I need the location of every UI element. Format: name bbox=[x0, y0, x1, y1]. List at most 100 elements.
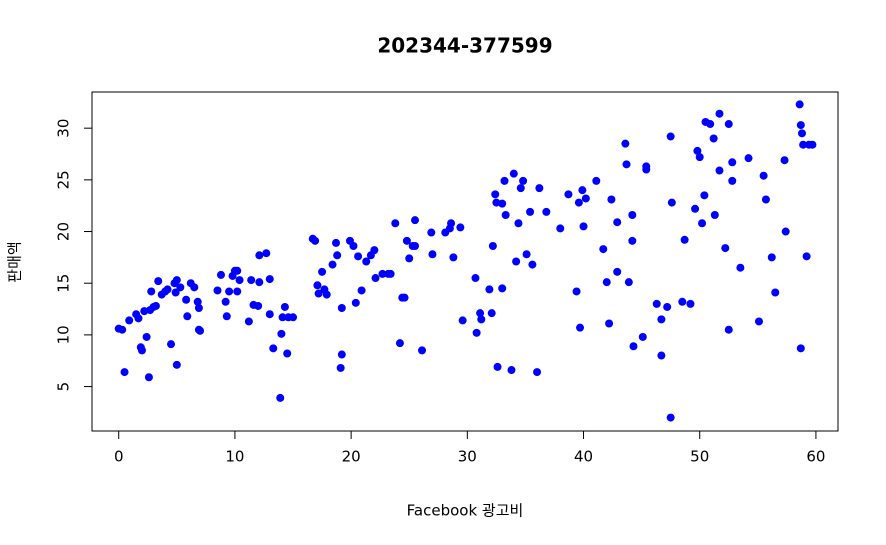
x-tick-label: 30 bbox=[458, 448, 477, 466]
point bbox=[509, 169, 518, 178]
x-tick-label: 20 bbox=[342, 448, 361, 466]
point bbox=[357, 286, 366, 295]
point bbox=[283, 349, 292, 358]
point bbox=[500, 176, 509, 185]
x-tick-label: 40 bbox=[574, 448, 593, 466]
point bbox=[163, 285, 172, 294]
point bbox=[761, 195, 770, 204]
point bbox=[715, 166, 724, 175]
point bbox=[797, 129, 806, 138]
point bbox=[411, 216, 420, 225]
point bbox=[796, 121, 805, 130]
point bbox=[501, 210, 510, 219]
point bbox=[581, 194, 590, 203]
x-tick-label: 0 bbox=[114, 448, 124, 466]
point bbox=[362, 257, 371, 266]
point bbox=[277, 329, 286, 338]
point bbox=[458, 316, 467, 325]
x-axis-label: Facebook 광고비 bbox=[407, 502, 524, 520]
point bbox=[799, 140, 808, 149]
point bbox=[142, 332, 151, 341]
point bbox=[427, 228, 436, 237]
point bbox=[337, 304, 346, 313]
point bbox=[391, 219, 400, 228]
point bbox=[337, 350, 346, 359]
point bbox=[244, 317, 253, 326]
point bbox=[498, 284, 507, 293]
point bbox=[313, 281, 322, 290]
point bbox=[311, 236, 320, 245]
point bbox=[507, 366, 516, 375]
point bbox=[235, 276, 244, 285]
point bbox=[378, 269, 387, 278]
point bbox=[471, 274, 480, 283]
point bbox=[514, 219, 523, 228]
y-tick-label: 30 bbox=[55, 119, 73, 138]
point bbox=[771, 288, 780, 297]
x-tick-label: 10 bbox=[225, 448, 244, 466]
point bbox=[351, 298, 360, 307]
point bbox=[402, 236, 411, 245]
point bbox=[638, 332, 647, 341]
point bbox=[516, 184, 525, 193]
point bbox=[607, 195, 616, 204]
point bbox=[698, 219, 707, 228]
point bbox=[642, 162, 651, 171]
point bbox=[476, 309, 485, 318]
point bbox=[278, 313, 287, 322]
point bbox=[724, 120, 733, 129]
point bbox=[395, 339, 404, 348]
point bbox=[276, 393, 285, 402]
point bbox=[125, 316, 134, 325]
point bbox=[780, 156, 789, 165]
point bbox=[629, 342, 638, 351]
point bbox=[255, 251, 264, 260]
point bbox=[349, 241, 358, 250]
point bbox=[400, 293, 409, 302]
point bbox=[134, 314, 143, 323]
point bbox=[533, 368, 542, 377]
point bbox=[447, 219, 456, 228]
point bbox=[744, 154, 753, 163]
point bbox=[172, 360, 181, 369]
point bbox=[411, 241, 420, 250]
point bbox=[657, 351, 666, 360]
point bbox=[183, 312, 192, 321]
point bbox=[605, 319, 614, 328]
point bbox=[700, 191, 709, 200]
point bbox=[193, 297, 202, 306]
point bbox=[579, 222, 588, 231]
point bbox=[265, 275, 274, 284]
point bbox=[728, 176, 737, 185]
point bbox=[328, 260, 337, 269]
point bbox=[622, 160, 631, 169]
point bbox=[485, 285, 494, 294]
point bbox=[371, 274, 380, 283]
y-tick-label: 5 bbox=[55, 382, 73, 392]
point bbox=[754, 317, 763, 326]
point bbox=[472, 328, 481, 337]
point bbox=[488, 241, 497, 250]
point bbox=[691, 204, 700, 213]
point bbox=[498, 199, 507, 208]
point bbox=[686, 299, 695, 308]
point bbox=[728, 158, 737, 167]
point bbox=[182, 295, 191, 304]
point bbox=[678, 297, 687, 306]
point bbox=[542, 207, 551, 216]
point bbox=[449, 253, 458, 262]
point bbox=[418, 346, 427, 355]
point bbox=[233, 287, 242, 296]
point bbox=[354, 252, 363, 261]
point bbox=[247, 276, 256, 285]
point bbox=[802, 252, 811, 261]
point bbox=[262, 249, 271, 258]
point bbox=[528, 260, 537, 269]
point bbox=[318, 267, 327, 276]
point bbox=[120, 368, 129, 377]
x-tick-label: 50 bbox=[690, 448, 709, 466]
y-axis-label: 판매액 bbox=[6, 241, 24, 282]
point bbox=[477, 315, 486, 324]
point bbox=[171, 288, 180, 297]
